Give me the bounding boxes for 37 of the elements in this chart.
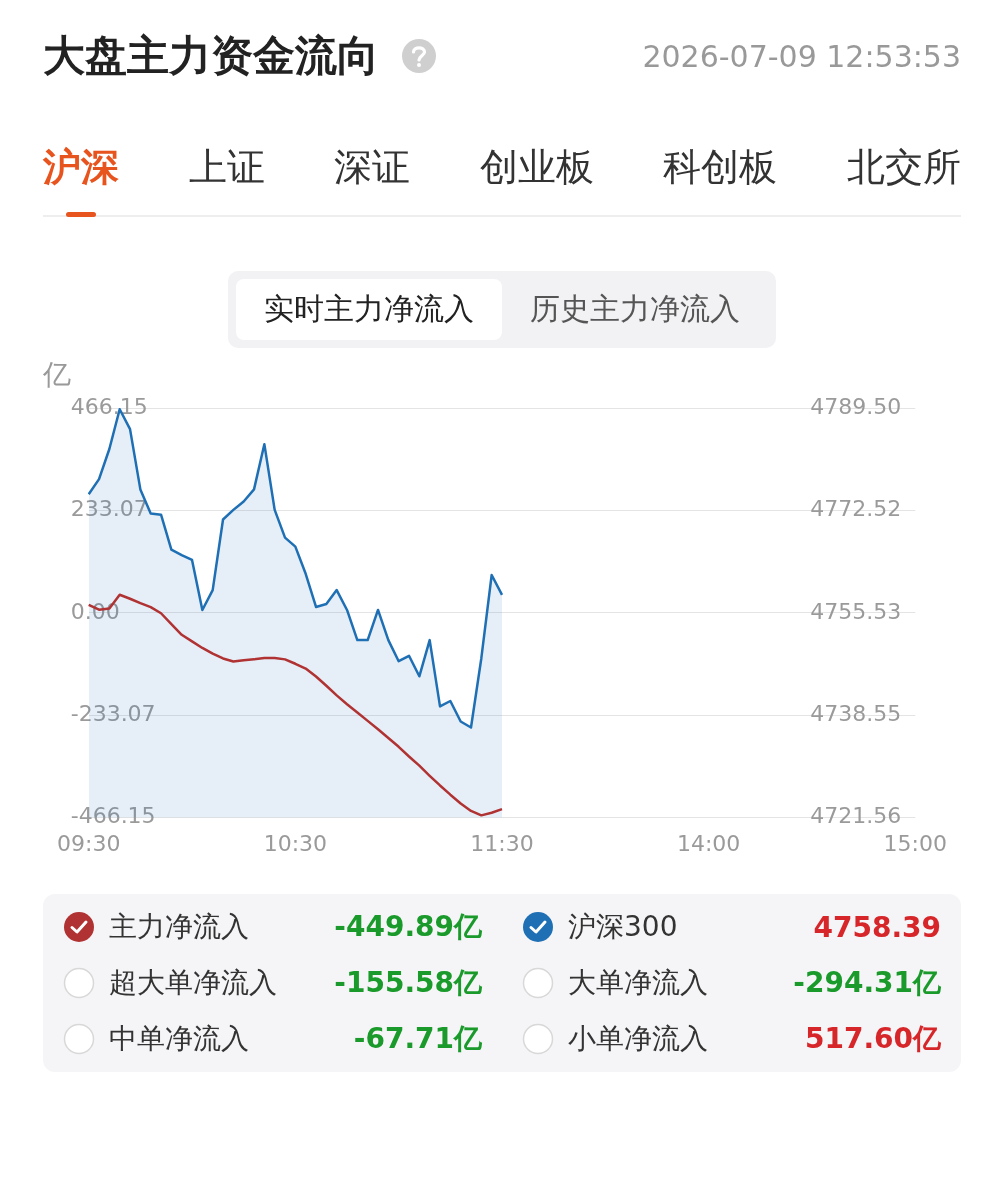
y2-tick-label: 4772.52 bbox=[810, 496, 902, 522]
legend-label: 主力净流入 bbox=[109, 909, 250, 945]
text: 4758.39 bbox=[813, 910, 941, 944]
y-tick-label: 233.07 bbox=[70, 496, 148, 522]
x-tick-label: 10:30 bbox=[263, 830, 328, 856]
y2-tick-label: 4738.55 bbox=[810, 700, 902, 726]
y-tick-label: 466.15 bbox=[70, 393, 148, 419]
y2-tick-label: 4789.50 bbox=[810, 393, 902, 419]
text: 上证 bbox=[188, 144, 265, 191]
text: 超大单净流入 bbox=[109, 965, 278, 1001]
text: 517.60亿 bbox=[804, 1021, 941, 1057]
text: 实时主力净流入 bbox=[236, 279, 502, 340]
text: 沪深 bbox=[43, 144, 119, 191]
text: 深证 bbox=[334, 144, 411, 191]
text: -155.58亿 bbox=[334, 965, 482, 1001]
text: 大单净流入 bbox=[568, 965, 709, 1001]
text: 创业板 bbox=[479, 144, 594, 191]
text: 北交所 bbox=[846, 144, 961, 191]
x-tick-label: 11:30 bbox=[470, 830, 534, 856]
text: 历史主力净流入 bbox=[529, 290, 741, 328]
y2-tick-label: 4721.56 bbox=[810, 803, 902, 829]
chart-subtitle: 2026-07-09 12:53:53 bbox=[642, 38, 961, 74]
text: 科创板 bbox=[663, 144, 778, 191]
y-tick-label: -466.15 bbox=[70, 803, 156, 829]
x-tick-label: 14:00 bbox=[676, 830, 741, 856]
y-axis-title: 亿 bbox=[43, 357, 72, 393]
legend-label: 沪深300 bbox=[568, 909, 679, 945]
text: -294.31亿 bbox=[793, 965, 941, 1001]
text: 小单净流入 bbox=[568, 1021, 709, 1057]
y-tick-label: -233.07 bbox=[70, 700, 156, 726]
text: -67.71亿 bbox=[353, 1021, 482, 1057]
x-tick-label: 15:00 bbox=[883, 830, 947, 856]
chart-title: 大盘主力资金流向 bbox=[43, 30, 379, 82]
x-tick-label: 09:30 bbox=[57, 830, 121, 856]
y2-tick-label: 4755.53 bbox=[810, 598, 902, 624]
text: 中单净流入 bbox=[109, 1021, 250, 1057]
text: -449.89亿 bbox=[334, 909, 482, 945]
